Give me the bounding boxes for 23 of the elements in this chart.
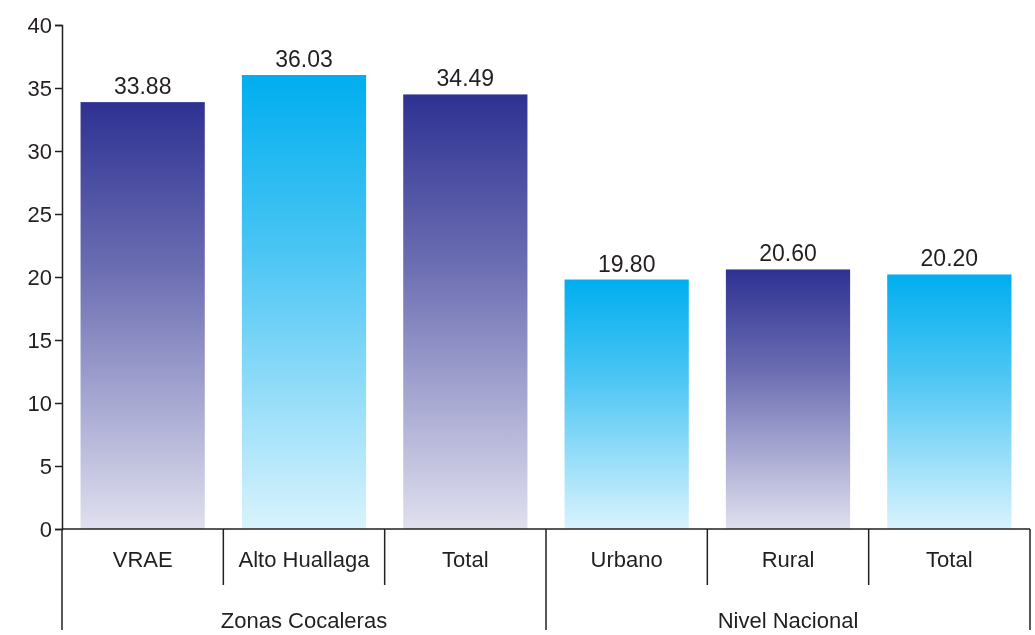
x-tick-label: Urbano — [590, 546, 663, 572]
x-tick-label: Total — [926, 546, 973, 572]
x-tick-label: Total — [442, 546, 489, 572]
data-label: 33.88 — [113, 73, 172, 100]
y-tick-label: 30 — [27, 138, 52, 164]
data-label: 19.80 — [597, 250, 656, 277]
text: Zonas Cocaleras — [220, 608, 388, 633]
y-tick-label: 5 — [39, 453, 52, 479]
y-tick-label: 10 — [27, 390, 52, 416]
text: Nivel Nacional — [717, 608, 859, 633]
y-tick-label: 40 — [27, 12, 52, 38]
data-label: 20.60 — [759, 240, 817, 267]
data-label: 20.20 — [920, 245, 979, 272]
y-tick-label: 25 — [27, 201, 52, 227]
x-tick-label: VRAE — [112, 546, 173, 572]
data-label: 36.03 — [275, 46, 333, 73]
y-tick-label: 15 — [27, 327, 52, 353]
data-label: 34.49 — [436, 65, 495, 92]
y-tick-label: 0 — [39, 516, 52, 542]
x-tick-label: Alto Huallaga — [238, 546, 371, 572]
y-tick-label: 20 — [27, 264, 52, 290]
x-tick-label: Rural — [761, 546, 815, 572]
y-tick-label: 35 — [27, 75, 52, 101]
